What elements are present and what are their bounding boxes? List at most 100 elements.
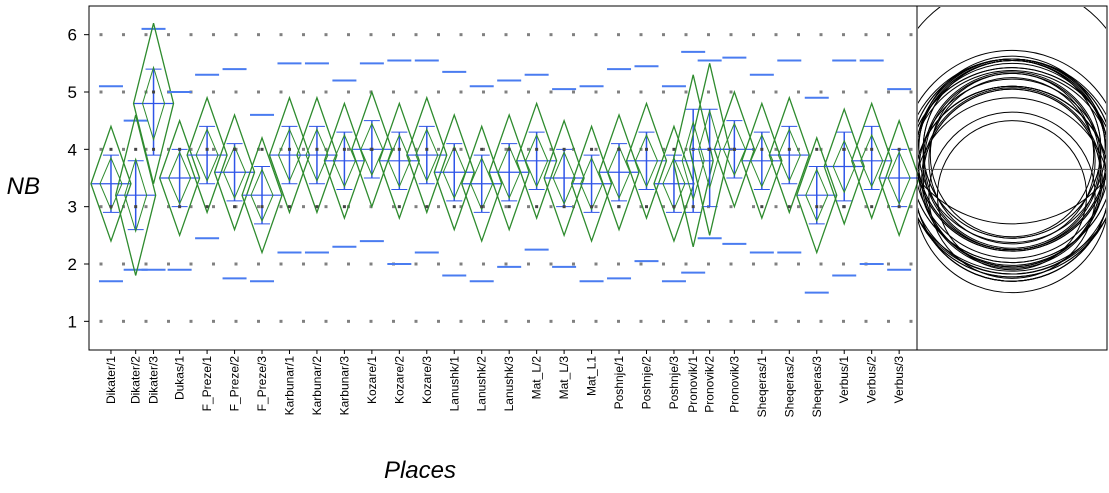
data-point (897, 205, 901, 209)
grid-dot (212, 205, 215, 209)
grid-dot (369, 262, 373, 266)
grid-dot (819, 319, 823, 323)
diamond (378, 101, 421, 221)
grid-dot (324, 205, 328, 209)
data-point (152, 147, 156, 151)
grid-dot (594, 319, 598, 323)
x-tick-label: F_Preze/2 (228, 356, 242, 412)
y-tick-label: 3 (68, 198, 77, 217)
diamond-inner (777, 127, 801, 183)
comparison-circle (918, 78, 1106, 266)
grid-dot (144, 147, 148, 151)
grid-dot (887, 262, 890, 266)
grid-dot (234, 33, 238, 37)
grid-dot (99, 90, 103, 94)
grid-dot (437, 90, 440, 94)
x-tick-label: F_Preze/1 (200, 356, 214, 412)
comparison-circle (918, 67, 1106, 278)
grid-dot (797, 319, 800, 323)
diamond (598, 112, 640, 232)
grid-dot (594, 262, 598, 266)
data-point (760, 205, 764, 209)
grid-dot (482, 262, 485, 266)
diamond-inner (195, 127, 219, 183)
diamond-inner (497, 145, 521, 200)
grid-dot (302, 262, 305, 266)
grid-dot (909, 319, 913, 323)
comparison-circle (918, 7, 1106, 225)
grid-dot (459, 205, 463, 209)
grid-dot (414, 319, 418, 323)
data-point (644, 147, 648, 151)
grid-dot (527, 319, 530, 323)
grid-dot (122, 90, 125, 94)
grid-dot (482, 319, 485, 323)
data-point (672, 147, 676, 151)
grid-dot (482, 90, 485, 94)
diamond (878, 118, 920, 238)
diamond (768, 95, 810, 215)
x-tick-label: Karbunar/2 (310, 356, 324, 416)
comparison-circle (921, 87, 1103, 269)
x-tick-label: Kozare/2 (392, 356, 406, 404)
grid-dot (639, 33, 643, 37)
x-tick-label: Lanushk/3 (502, 356, 516, 412)
data-point (590, 147, 594, 151)
grid-dot (887, 319, 890, 323)
grid-dot (212, 262, 215, 266)
grid-dot (144, 205, 148, 209)
grid-dot (752, 33, 755, 37)
grid-dot (887, 33, 890, 37)
data-point (480, 205, 484, 209)
data-point (507, 205, 511, 209)
diamond (515, 101, 558, 221)
grid-dot (639, 90, 643, 94)
y-tick-label: 2 (68, 255, 77, 274)
grid-dot (774, 262, 778, 266)
grid-dot (752, 205, 755, 209)
grid-dot (369, 319, 373, 323)
diamond (823, 107, 865, 226)
diamond (543, 118, 585, 238)
grid-dot (707, 33, 710, 37)
grid-dot (549, 90, 553, 94)
data-point (109, 205, 113, 209)
grid-dot (302, 205, 305, 209)
diamond-inner (332, 133, 356, 188)
diamond-inner (887, 150, 911, 206)
diamond-inner (634, 133, 659, 188)
grid-dot (482, 147, 485, 151)
diamond (406, 95, 448, 215)
x-tick-label: Kozare/1 (365, 356, 379, 404)
grid-dot (302, 319, 305, 323)
grid-dot (617, 262, 620, 266)
x-tick-label: Karbunar/1 (282, 356, 296, 416)
grid-dot (414, 90, 418, 94)
grid-dot (234, 262, 238, 266)
diamond (115, 114, 157, 276)
grid-dot (684, 147, 688, 151)
grid-dot (504, 319, 508, 323)
grid-dot (707, 319, 710, 323)
x-tick-label: Sheqeras/3 (810, 356, 824, 418)
grid-dot (99, 205, 103, 209)
grid-dot (774, 90, 778, 94)
diamond-inner (580, 156, 604, 211)
grid-dot (369, 33, 373, 37)
grid-dot (864, 205, 868, 209)
grid-dot (684, 319, 688, 323)
data-point (870, 205, 874, 209)
x-tick-label: Pronovik/3 (727, 356, 741, 413)
grid-dot (594, 90, 598, 94)
grid-dot (414, 262, 418, 266)
grid-dot (729, 90, 733, 94)
diamond (488, 112, 530, 232)
grid-dot (167, 319, 170, 323)
grid-dot (279, 319, 283, 323)
data-point (315, 147, 319, 151)
grid-dot (617, 33, 620, 37)
comparison-circle (918, 58, 1106, 264)
diamond-marks (90, 23, 920, 294)
grid-dot (572, 90, 575, 94)
diamond-inner (415, 127, 439, 183)
